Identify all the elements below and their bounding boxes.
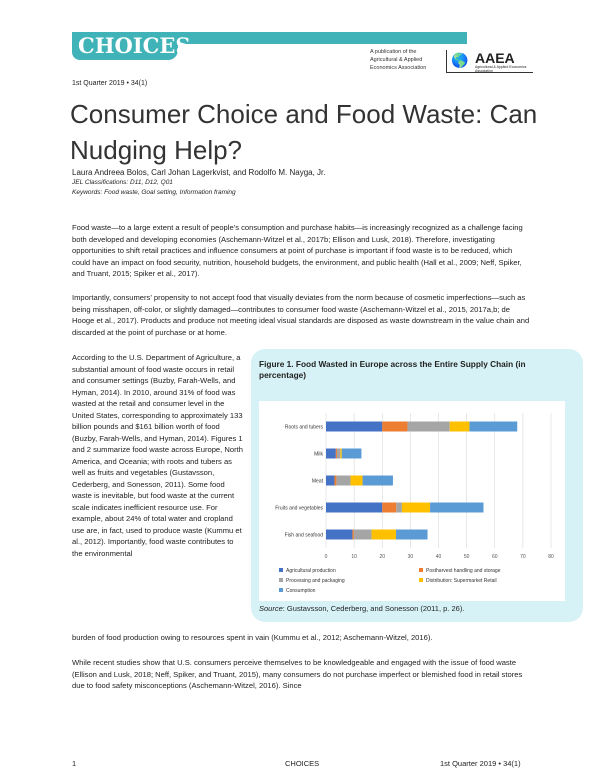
category-label: Fish and seafood	[285, 533, 324, 539]
publisher-line: Agricultural & Applied	[370, 57, 423, 63]
bar-segment	[335, 448, 337, 459]
x-tick-label: 30	[408, 554, 414, 560]
legend-swatch	[279, 588, 283, 592]
bar-segment	[350, 475, 363, 486]
paragraph: While recent studies show that U.S. cons…	[72, 658, 523, 690]
x-tick-label: 10	[351, 554, 357, 560]
bar-segment	[326, 421, 383, 432]
legend-swatch	[419, 578, 423, 582]
authors: Laura Andreea Bolos, Carl Johan Lagerkvi…	[72, 168, 326, 177]
bar-segment	[353, 529, 372, 540]
legend-label: Postharvest handling and storage	[426, 568, 501, 574]
x-tick-label: 40	[436, 554, 442, 560]
bar-segment	[340, 448, 342, 459]
paragraph: According to the U.S. Department of Agri…	[72, 353, 243, 558]
x-tick-label: 0	[325, 554, 328, 560]
article-title: Consumer Choice and Food Waste: Can Nudg…	[70, 99, 538, 165]
bar-segment	[326, 475, 335, 486]
bar-segment	[396, 502, 402, 513]
jel: JEL Classifications: D11, D12, Q01	[72, 179, 173, 186]
page-number: 1	[72, 759, 77, 768]
bar-segment	[326, 502, 383, 513]
keywords: Keywords: Food waste, Goal setting, Info…	[72, 189, 236, 196]
stacked-bar-chart: 0 10 20 30 40 50 60 70 80 Roots and tubers Milk Mea…	[259, 401, 565, 601]
legend-label: Agricultural production	[286, 568, 336, 574]
legend-swatch	[279, 578, 283, 582]
bar-segment	[469, 421, 518, 432]
article-meta: Laura Andreea Bolos, Carl Johan Lagerkvi…	[72, 168, 325, 198]
aaea-logo: 🌎 AAEA Agricultural & Applied Economics As…	[446, 50, 533, 73]
legend-label: Processing and packaging	[286, 578, 345, 584]
source-text: : Gustavsson, Cederberg, and Sonesson (2…	[282, 604, 465, 613]
bar-segment	[341, 448, 362, 459]
globe-icon: 🌎	[451, 52, 469, 68]
source-label: Source	[259, 604, 283, 613]
footer-issue: 1st Quarter 2019 • 34(1)	[440, 759, 521, 768]
aaea-subtext: Agricultural & Applied Economics Associa…	[475, 65, 527, 73]
category-label: Fruits and vegetables	[275, 506, 323, 512]
choices-logo: CHOICES	[72, 32, 191, 60]
paragraph: Food waste—to a large extent a result of…	[72, 223, 523, 278]
x-tick-label: 50	[464, 554, 470, 560]
bar-segment	[449, 421, 470, 432]
bar-segment	[382, 421, 408, 432]
bar-segment	[326, 448, 336, 459]
category-label: Roots and tubers	[285, 425, 324, 431]
bar-segment	[401, 502, 431, 513]
bar-segment	[336, 475, 351, 486]
bar-segment	[352, 529, 354, 540]
bar-segment	[362, 475, 393, 486]
x-tick-label: 60	[492, 554, 498, 560]
figure-title: Figure 1. Food Wasted in Europe across t…	[259, 359, 526, 380]
paragraph: burden of food production owing to resou…	[72, 633, 433, 642]
bar-segment	[326, 529, 353, 540]
footer-title: CHOICES	[285, 759, 320, 768]
x-tick-label: 20	[379, 554, 385, 560]
legend-swatch	[419, 568, 423, 572]
aaea-text: AAEA	[475, 50, 515, 66]
bar-segment	[430, 502, 484, 513]
bar-segment	[336, 448, 341, 459]
bar-segment	[334, 475, 337, 486]
publisher-line: Economics Association	[370, 65, 427, 71]
legend-label: Consumption	[286, 588, 316, 594]
category-label: Meat	[312, 479, 324, 485]
publisher-line: A publication of the	[370, 49, 417, 55]
bar-segment	[396, 529, 428, 540]
x-tick-label: 80	[548, 554, 554, 560]
legend-label: Distribution: Supermarket Retail	[426, 578, 497, 584]
bar-segment	[371, 529, 397, 540]
category-label: Milk	[314, 452, 323, 458]
publisher-note: A publication of the Agricultural & Appli…	[370, 48, 426, 72]
bar-segment	[382, 502, 397, 513]
figure-source: Source: Gustavsson, Cederberg, and Sones…	[259, 604, 464, 613]
figure-1: Figure 1. Food Wasted in Europe across t…	[251, 349, 583, 622]
bar-segment	[407, 421, 450, 432]
legend-swatch	[279, 568, 283, 572]
x-tick-label: 70	[520, 554, 526, 560]
issue-label: 1st Quarter 2019 • 34(1)	[72, 80, 148, 87]
paragraph: Importantly, consumers’ propensity to no…	[72, 293, 530, 337]
